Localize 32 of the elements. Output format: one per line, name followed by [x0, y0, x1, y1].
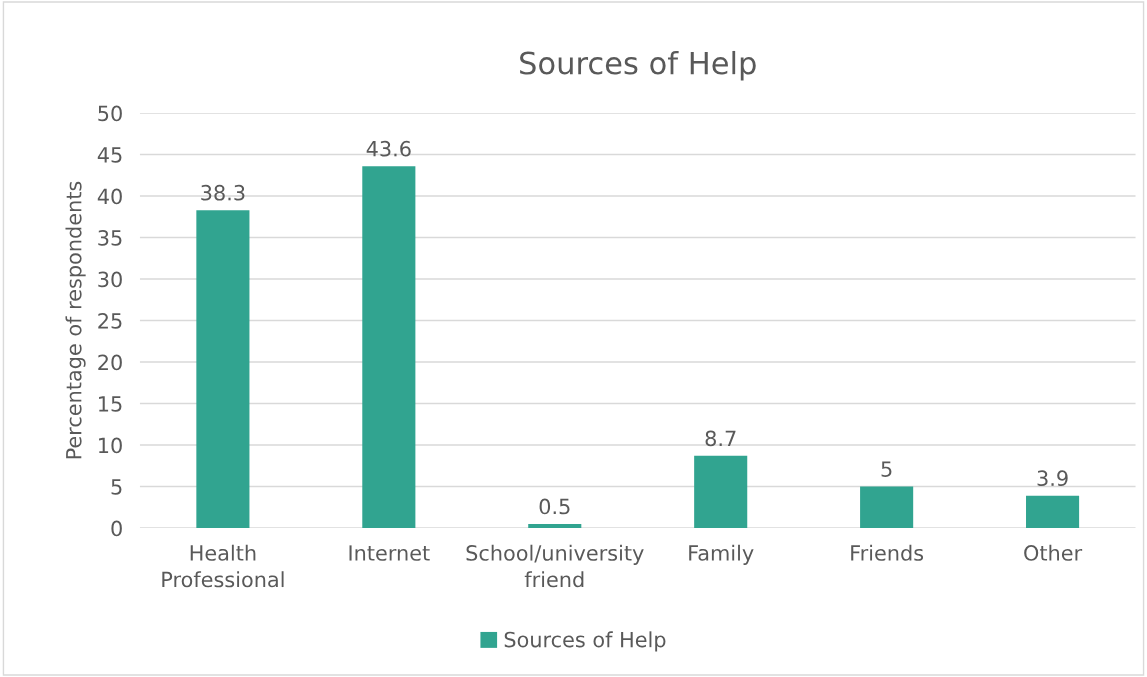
x-tick-label: Friends — [851, 544, 924, 561]
x-tick-label: Other — [1024, 544, 1083, 561]
data-label: 5 — [881, 461, 892, 477]
y-tick-label: 50 — [98, 105, 122, 122]
legend-label: Sources of Help — [504, 631, 666, 652]
data-label: 38.3 — [201, 184, 245, 201]
x-tick-label: Internet — [349, 545, 430, 561]
bar — [528, 523, 582, 529]
y-tick-label: 15 — [99, 396, 122, 412]
x-tick-label: Family — [689, 544, 754, 565]
y-axis-title: Percentage of respondents — [65, 181, 86, 459]
y-tick-label: 35 — [98, 230, 122, 246]
bar — [196, 210, 250, 529]
data-label: 8.7 — [705, 430, 736, 447]
y-tick-label: 40 — [97, 188, 122, 205]
y-tick-label: 30 — [98, 271, 122, 288]
chart-title: Sources of Help — [520, 50, 756, 81]
y-tick-label: 0 — [111, 520, 122, 537]
data-label: 43.6 — [366, 140, 411, 157]
bar — [694, 455, 748, 529]
y-tick-label: 20 — [98, 354, 122, 371]
y-tick-label: 10 — [99, 437, 122, 454]
bar — [1026, 495, 1080, 529]
data-label: 0.5 — [539, 498, 570, 515]
data-label: 3.9 — [1037, 470, 1068, 487]
bar — [860, 486, 914, 529]
x-tick-label: School/university friend — [466, 544, 644, 588]
x-tick-label: Health Professional — [162, 544, 284, 588]
y-tick-label: 25 — [98, 313, 122, 329]
y-tick-label: 5 — [111, 479, 122, 495]
y-tick-label: 45 — [97, 147, 122, 163]
bar — [362, 166, 416, 529]
